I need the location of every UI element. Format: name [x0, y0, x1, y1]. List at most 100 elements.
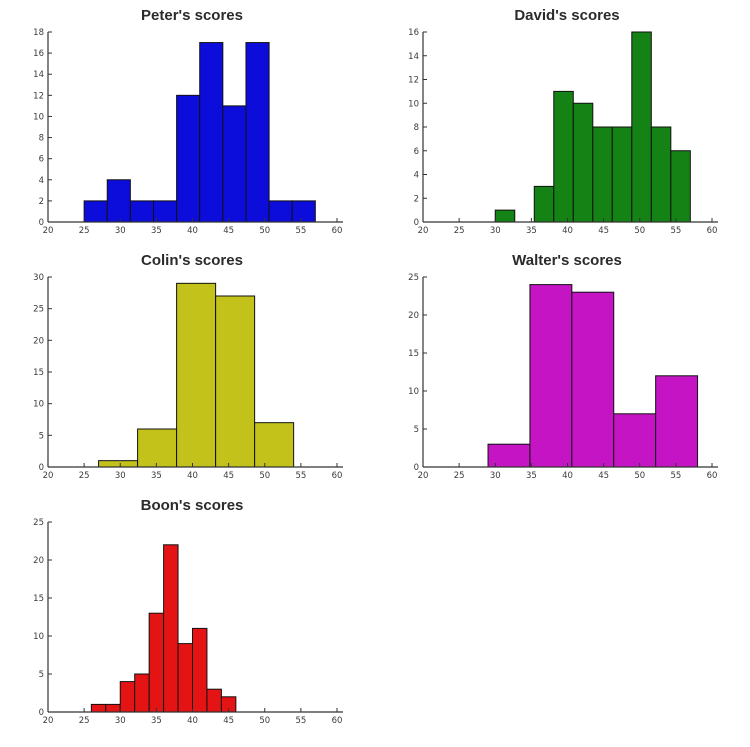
x-tick-label: 25 — [454, 471, 465, 481]
histogram-bar — [655, 375, 699, 468]
x-tick-label: 25 — [79, 471, 90, 481]
histogram-bar — [206, 688, 222, 713]
histogram-bar — [177, 643, 194, 713]
histogram-bar — [571, 291, 615, 468]
histogram-bar — [254, 422, 295, 468]
histogram-bar — [553, 90, 574, 223]
histogram-bar — [533, 185, 555, 223]
x-tick-label: 40 — [187, 471, 198, 481]
y-tick-label: 8 — [414, 123, 419, 133]
x-tick-label: 30 — [490, 226, 501, 236]
x-tick-label: 45 — [223, 716, 234, 726]
chart-title: David's scores — [514, 7, 619, 24]
y-tick-label: 0 — [414, 463, 419, 473]
y-tick-label: 30 — [33, 273, 44, 283]
y-tick-label: 25 — [408, 273, 419, 283]
y-tick-label: 5 — [39, 431, 44, 441]
histogram-david-svg: David's scores 20 25 30 35 40 45 50 55 60 0 2 4 6 8 10… — [408, 7, 718, 236]
y-tick-label: 16 — [408, 28, 419, 38]
y-tick-label: 25 — [33, 305, 44, 315]
y-tick-label: 0 — [414, 218, 419, 228]
chart-title: Boon's scores — [141, 497, 244, 514]
x-tick-label: 55 — [295, 471, 306, 481]
x-tick-label: 25 — [79, 226, 90, 236]
histogram-bar — [670, 150, 691, 223]
y-tick-label: 18 — [33, 28, 44, 38]
x-tick-label: 50 — [259, 716, 270, 726]
y-tick-label: 4 — [414, 171, 419, 181]
y-tick-label: 5 — [39, 670, 44, 680]
x-tick-label: 35 — [526, 226, 537, 236]
y-tick-label: 0 — [39, 708, 44, 718]
y-tick-label: 4 — [39, 176, 44, 186]
y-tick-label: 6 — [39, 155, 44, 165]
x-tick-label: 40 — [562, 226, 573, 236]
x-tick-label: 35 — [151, 471, 162, 481]
y-tick-label: 10 — [33, 632, 44, 642]
x-tick-label: 60 — [707, 226, 718, 236]
histogram-colin: Colin's scores 20 25 30 35 40 45 50 55 60 0 5 10 15 2… — [0, 245, 375, 490]
y-tick-label: 10 — [408, 387, 419, 397]
y-tick-label: 0 — [39, 463, 44, 473]
histogram-bar — [268, 200, 293, 223]
histogram-bar — [650, 126, 672, 223]
chart-title: Walter's scores — [512, 252, 622, 269]
y-tick-label: 15 — [33, 594, 44, 604]
y-tick-label: 0 — [39, 218, 44, 228]
histogram-peter: Peter's scores 20 25 30 35 40 45 50 55 60 0 2 4 6 8 10… — [0, 0, 375, 245]
x-tick-label: 55 — [295, 716, 306, 726]
y-tick-label: 2 — [39, 197, 44, 207]
histogram-bar — [176, 94, 201, 223]
histogram-bar — [83, 200, 108, 223]
histogram-walter-svg: Walter's scores 20 25 30 35 40 45 50 55 60 0 5 10 15… — [408, 252, 718, 481]
x-tick-label: 60 — [707, 471, 718, 481]
x-tick-label: 50 — [259, 471, 270, 481]
x-tick-label: 35 — [151, 226, 162, 236]
y-tick-label: 12 — [33, 91, 44, 101]
y-tick-label: 6 — [414, 147, 419, 157]
x-tick-label: 45 — [223, 226, 234, 236]
x-tick-label: 60 — [332, 471, 343, 481]
histogram-bar — [487, 443, 531, 468]
x-tick-label: 40 — [187, 716, 198, 726]
chart-title: Colin's scores — [141, 252, 243, 269]
x-tick-label: 30 — [115, 716, 126, 726]
x-tick-label: 30 — [115, 226, 126, 236]
x-tick-label: 20 — [43, 716, 54, 726]
histogram-bar — [494, 209, 516, 223]
x-tick-label: 20 — [418, 226, 429, 236]
x-tick-label: 50 — [634, 226, 645, 236]
histogram-bar — [90, 703, 107, 713]
histogram-bar — [613, 413, 657, 468]
histogram-bar — [148, 612, 165, 713]
histogram-walter: Walter's scores 20 25 30 35 40 45 50 55 60 0 5 10 15… — [375, 245, 750, 490]
x-tick-label: 45 — [598, 226, 609, 236]
y-tick-label: 15 — [408, 349, 419, 359]
histogram-bar — [137, 428, 178, 468]
y-tick-label: 10 — [408, 99, 419, 109]
histogram-bar — [572, 102, 594, 223]
x-tick-label: 20 — [418, 471, 429, 481]
y-tick-label: 20 — [33, 556, 44, 566]
histogram-bar — [129, 200, 154, 223]
x-tick-label: 40 — [187, 226, 198, 236]
x-tick-label: 60 — [332, 226, 343, 236]
x-tick-label: 35 — [526, 471, 537, 481]
x-tick-label: 55 — [670, 226, 681, 236]
y-tick-label: 25 — [33, 518, 44, 528]
histogram-bar — [611, 126, 633, 223]
y-tick-label: 5 — [414, 425, 419, 435]
y-tick-label: 8 — [39, 134, 44, 144]
x-tick-label: 40 — [562, 471, 573, 481]
x-tick-label: 25 — [454, 226, 465, 236]
histogram-bar — [215, 295, 256, 468]
histogram-boon: Boon's scores 20 25 30 35 40 45 50 55 60 0 5 10 15 20… — [0, 490, 375, 747]
y-tick-label: 14 — [408, 52, 419, 62]
y-tick-label: 20 — [408, 311, 419, 321]
histogram-bar — [106, 179, 131, 223]
x-tick-label: 30 — [115, 471, 126, 481]
histogram-bar — [222, 105, 247, 223]
histogram-peter-svg: Peter's scores 20 25 30 35 40 45 50 55 60 0 2 4 6 8 10… — [33, 7, 343, 236]
histogram-bar — [529, 284, 573, 468]
